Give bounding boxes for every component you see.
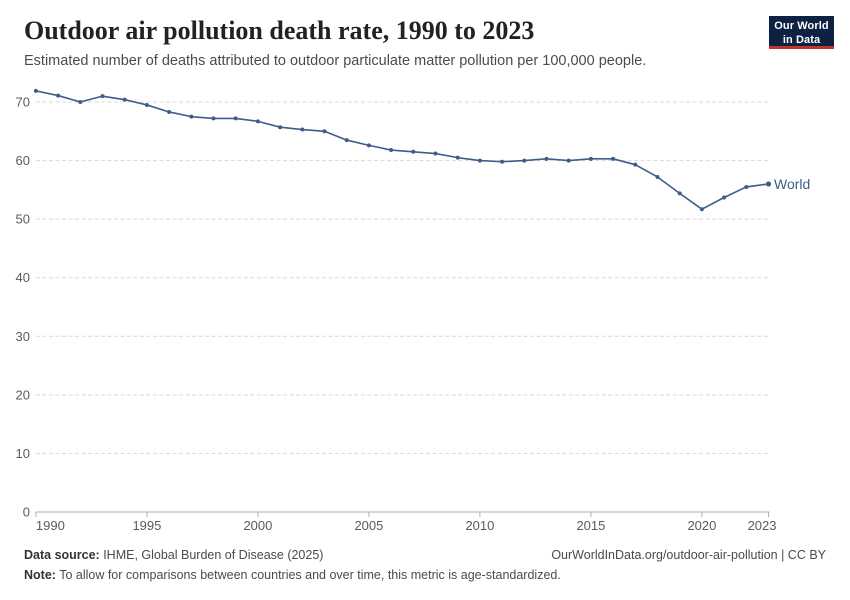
- svg-text:20: 20: [16, 387, 30, 402]
- svg-text:10: 10: [16, 446, 30, 461]
- svg-text:50: 50: [16, 212, 30, 227]
- svg-text:30: 30: [16, 329, 30, 344]
- svg-text:2000: 2000: [243, 518, 272, 533]
- svg-text:2005: 2005: [354, 518, 383, 533]
- svg-text:1995: 1995: [132, 518, 161, 533]
- svg-text:2010: 2010: [465, 518, 494, 533]
- svg-text:60: 60: [16, 153, 30, 168]
- svg-text:2023: 2023: [748, 518, 777, 533]
- svg-text:World: World: [774, 176, 810, 192]
- svg-text:2020: 2020: [687, 518, 716, 533]
- svg-text:70: 70: [16, 95, 30, 110]
- svg-text:1990: 1990: [36, 518, 65, 533]
- svg-text:0: 0: [23, 505, 30, 520]
- svg-text:2015: 2015: [576, 518, 605, 533]
- svg-text:40: 40: [16, 270, 30, 285]
